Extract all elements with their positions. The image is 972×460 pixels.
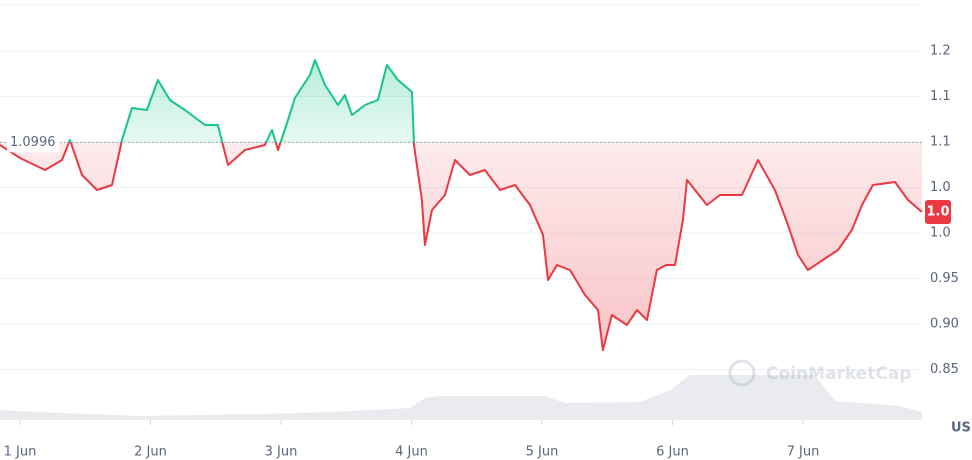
x-tick-label: 5 Jun <box>526 445 559 460</box>
x-tick-label: 3 Jun <box>265 445 298 460</box>
x-tick-label: 7 Jun <box>787 445 820 460</box>
y-tick-label: 0.95 <box>930 271 959 286</box>
y-tick-label: 0.90 <box>930 316 959 331</box>
y-tick-label: 0.85 <box>930 362 959 377</box>
y-tick-label: 1.2 <box>930 43 951 58</box>
volume-area <box>0 375 922 420</box>
price-area <box>0 60 922 350</box>
unit-label: USD <box>951 421 972 436</box>
current-price-label: 1.0 <box>926 205 949 220</box>
reference-label-bg <box>7 132 59 153</box>
x-tick-label: 1 Jun <box>4 445 37 460</box>
x-tick-label: 6 Jun <box>656 445 689 460</box>
price-line <box>0 59 923 351</box>
y-tick-label: 1.0 <box>930 180 951 195</box>
x-tick-label: 4 Jun <box>395 445 428 460</box>
reference-label: 1.0996 <box>10 135 56 150</box>
watermark-text: CoinMarketCap <box>766 364 911 384</box>
current-price-badge <box>925 200 951 225</box>
y-tick-label: 1.1 <box>930 89 951 104</box>
y-tick-label: 1.0 <box>930 225 951 240</box>
watermark: CoinMarketCap <box>728 359 911 387</box>
x-tick-label: 2 Jun <box>134 445 167 460</box>
y-tick-label: 1.1 <box>930 134 951 149</box>
